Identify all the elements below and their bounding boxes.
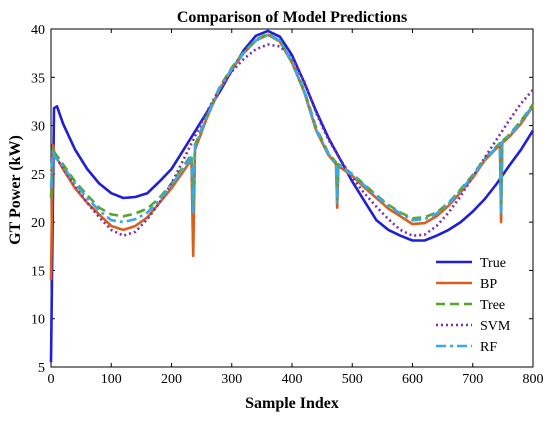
x-tick-label: 200	[161, 372, 182, 387]
y-tick-label: 40	[31, 23, 45, 38]
x-tick-label: 800	[523, 372, 544, 387]
legend-label-bp: BP	[480, 277, 497, 292]
series-line-svm	[49, 43, 534, 237]
x-axis-label: Sample Index	[245, 395, 339, 412]
series-line-true	[49, 29, 535, 363]
y-tick-label: 10	[31, 313, 45, 328]
y-tick-label: 35	[31, 71, 45, 86]
y-tick-label: 5	[38, 361, 45, 376]
x-tick-label: 100	[101, 372, 122, 387]
legend-label-svm: SVM	[480, 319, 511, 334]
y-tick-label: 20	[31, 216, 45, 231]
x-tick-label: 0	[48, 372, 55, 387]
y-tick-label: 25	[31, 168, 45, 183]
legend-label-tree: Tree	[480, 298, 505, 313]
x-tick-label: 400	[282, 372, 303, 387]
x-tick-label: 600	[402, 372, 423, 387]
legend-label-true: True	[480, 256, 506, 271]
legend-label-rf: RF	[480, 340, 497, 355]
chart-title: Comparison of Model Predictions	[177, 9, 407, 26]
y-axis-label: GT Power (kW)	[7, 135, 24, 245]
series-line-tree	[49, 32, 535, 220]
x-tick-label: 700	[462, 372, 483, 387]
series-line-bp	[49, 33, 535, 281]
x-tick-label: 300	[221, 372, 242, 387]
y-tick-label: 30	[31, 120, 45, 135]
y-tick-label: 15	[31, 264, 45, 279]
x-tick-label: 500	[342, 372, 363, 387]
